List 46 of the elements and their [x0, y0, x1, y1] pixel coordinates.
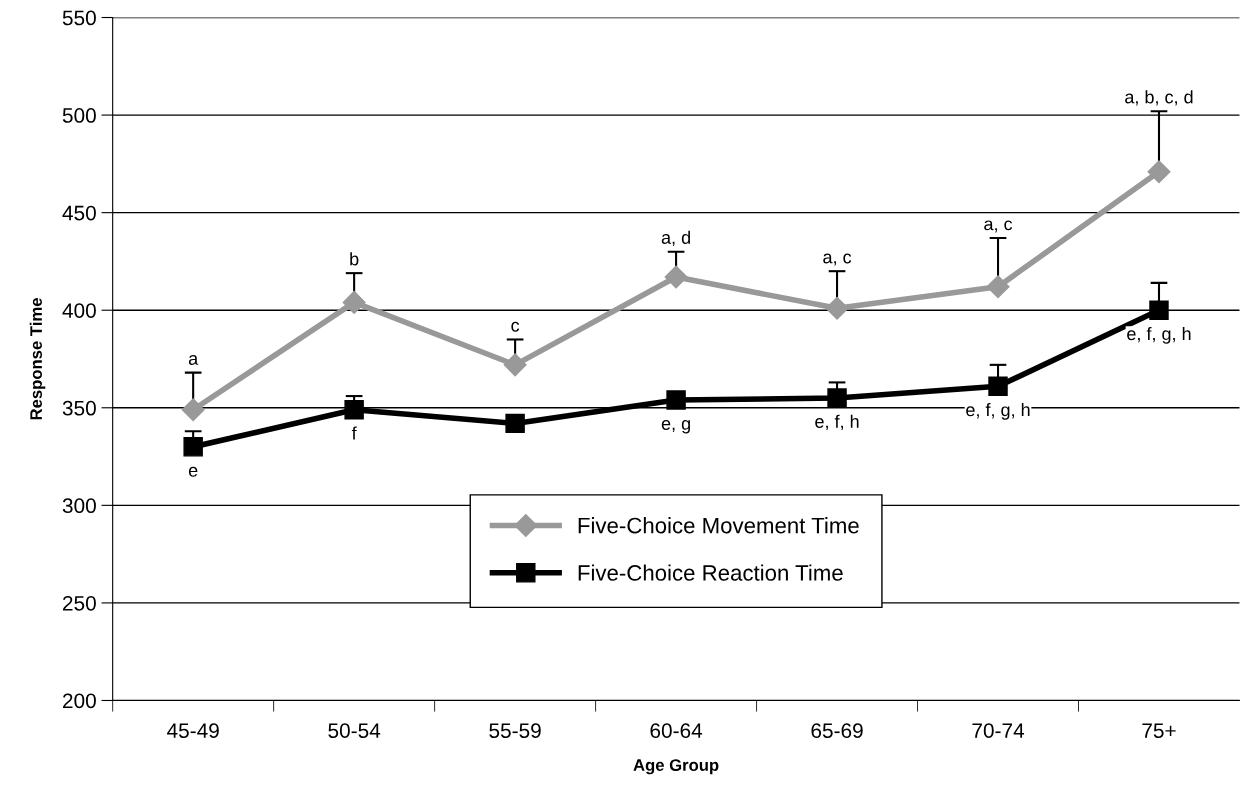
annotation: e, f, g, h	[1127, 326, 1191, 344]
x-tick-label: 65-69	[811, 723, 863, 739]
y-tick-label: 350	[62, 400, 96, 416]
point	[827, 388, 847, 408]
annotation: a	[188, 355, 199, 365]
annotation: a, c	[823, 253, 852, 266]
annotation: e, f, h	[815, 414, 859, 431]
y-tick-label: 300	[62, 498, 96, 514]
annotation: f	[351, 426, 357, 440]
annotation: a, d	[661, 230, 690, 247]
y-axis-title: Response Time	[29, 298, 46, 420]
annotation: c	[511, 321, 520, 332]
point	[825, 296, 849, 320]
annotation: e, f, g, h	[966, 402, 1030, 420]
point	[181, 398, 205, 422]
y-tick-label: 400	[62, 303, 96, 318]
point	[986, 275, 1010, 299]
point	[505, 413, 525, 434]
annotation: a, c	[984, 220, 1013, 233]
y-tick-label: 450	[62, 205, 96, 221]
x-tick-label: 75+	[1142, 723, 1176, 739]
legend-label: Five-Choice Reaction Time	[578, 564, 843, 581]
annotation: a, b, c, d	[1125, 90, 1193, 106]
x-tick-label: 55-59	[489, 723, 541, 739]
y-tick-label: 250	[63, 595, 96, 611]
x-tick-label: 50-54	[328, 723, 381, 739]
y-tick-label: 550	[62, 10, 96, 26]
point	[664, 265, 688, 289]
point	[666, 390, 686, 410]
annotation: e	[188, 466, 198, 477]
x-tick-label: 70-74	[972, 723, 1025, 739]
point	[1147, 160, 1171, 184]
point	[183, 437, 203, 457]
y-tick-label: 200	[63, 693, 96, 709]
point	[344, 400, 364, 420]
y-tick-label: 500	[62, 108, 96, 123]
x-tick-label: 60-64	[650, 723, 703, 739]
annotation: e, g	[661, 420, 690, 434]
point	[1149, 300, 1169, 320]
point	[342, 290, 366, 314]
legend-label: Five-Choice Movement Time	[578, 517, 859, 534]
annotation: b	[350, 252, 359, 266]
x-axis-title: Age Group	[633, 759, 719, 775]
point	[503, 353, 527, 377]
x-tick-label: 45-49	[167, 723, 219, 739]
point	[988, 376, 1008, 397]
